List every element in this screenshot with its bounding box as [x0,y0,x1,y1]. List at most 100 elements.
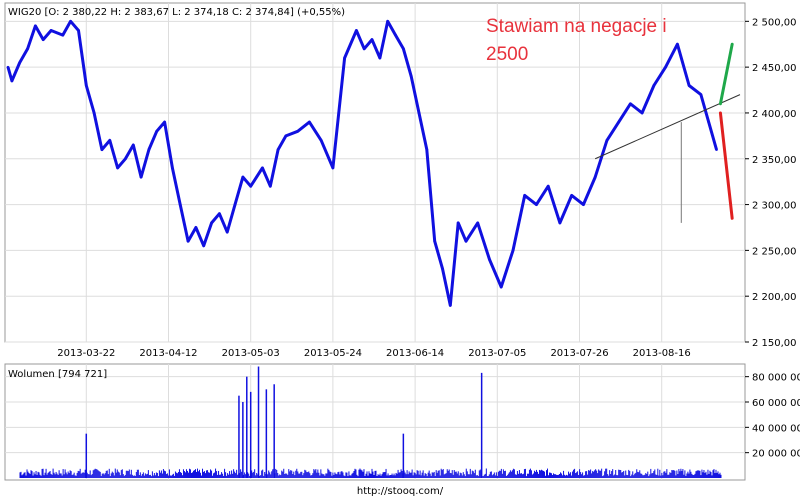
price-point [343,56,346,60]
price-point [707,120,710,124]
price-point [370,38,374,41]
price-panel-frame [4,2,746,343]
price-x-tick-label: 2013-06-14 [386,348,444,359]
price-y-tick-label: 2 300,00 [752,201,797,212]
price-point [433,239,436,243]
price-point [268,184,272,188]
price-point [276,148,280,151]
price-point [18,61,22,64]
price-point [49,29,53,32]
price-point [629,102,632,106]
price-point [241,175,245,179]
price-point [163,120,166,124]
price-point [378,56,382,60]
price-point [296,129,299,133]
down-projection-line [718,111,734,220]
up-projection-line [718,42,734,106]
price-point [186,239,190,243]
volume-legend: Wolumen [794 721] [8,369,107,380]
price-x-tick-label: 2013-03-22 [57,348,115,359]
price-point [362,47,366,51]
price-point [155,129,159,133]
price-point [225,230,229,234]
price-point [605,139,609,142]
price-point [131,143,135,147]
price-point [6,65,10,69]
price-point [26,47,29,51]
price-y-tick-label: 2 200,00 [752,292,797,303]
price-point [69,20,72,23]
price-y-tick-label: 2 250,00 [752,246,797,257]
price-point [84,84,88,87]
price-legend: WIG20 [O: 2 380,22 H: 2 383,67 L: 2 374,… [8,7,345,18]
price-x-tick-label: 2013-05-24 [304,348,362,359]
price-point [409,74,413,78]
price-point [331,166,335,170]
price-point [108,139,112,142]
price-y-tick-label: 2 150,00 [752,338,797,349]
price-point [449,304,452,307]
price-series [6,19,718,307]
volume-y-tick-label: 40 000 000 [752,423,800,434]
price-point [92,111,96,115]
price-point [499,285,503,289]
footer-url[interactable]: http://stooq.com/ [357,486,444,497]
price-y-tick-label: 2 450,00 [752,63,797,74]
price-point [139,175,143,179]
price-point [233,203,237,206]
price-point [147,148,151,151]
price-point [676,42,679,46]
price-point [61,33,65,37]
annotation-line-1: Stawiam na negacje i [486,16,667,37]
price-x-tick-label: 2013-07-05 [468,348,526,359]
price-point [687,84,691,87]
price-x-tick-label: 2013-07-26 [550,348,608,359]
volume-y-tick-label: 20 000 000 [752,449,800,460]
price-point [386,20,390,23]
price-point [456,221,460,225]
price-point [441,267,444,271]
price-y-axis: 2 150,00 2 200,00 2 250,00 2 300,00 2 350,00… [745,17,797,349]
price-y-tick-label: 2 500,00 [752,17,797,28]
price-grid [5,3,745,343]
price-point [488,258,491,261]
price-line [6,19,718,307]
price-point [617,120,620,124]
price-point [402,47,405,51]
price-x-tick-label: 2013-04-12 [139,348,197,359]
volume-bars [19,366,722,478]
volume-y-tick-label: 80 000 000 [752,373,800,384]
price-point [100,148,104,151]
price-point [715,148,718,151]
price-y-tick-label: 2 400,00 [752,109,797,120]
price-point [394,33,397,37]
price-y-tick-label: 2 350,00 [752,155,797,166]
price-point [116,166,119,170]
price-point [178,203,182,206]
trendline [594,94,741,160]
price-point [218,212,221,216]
price-point [261,166,264,170]
price-point [535,203,538,206]
price-point [425,148,429,151]
price-point [124,157,127,161]
price-x-tick-label: 2013-05-03 [222,348,280,359]
price-point [558,221,562,225]
price-point [464,239,468,243]
price-point [652,84,656,87]
price-point [194,226,198,229]
price-point [202,244,206,248]
price-point [34,24,37,28]
price-x-tick-label: 2013-08-16 [633,348,691,359]
price-point [210,221,213,225]
price-point [308,120,311,124]
price-point [41,38,45,41]
price-point [10,79,14,83]
price-overlays [594,42,741,223]
price-point [570,194,573,197]
price-point [417,111,421,115]
price-point [546,184,550,188]
price-point [319,139,323,142]
price-point [640,111,644,115]
